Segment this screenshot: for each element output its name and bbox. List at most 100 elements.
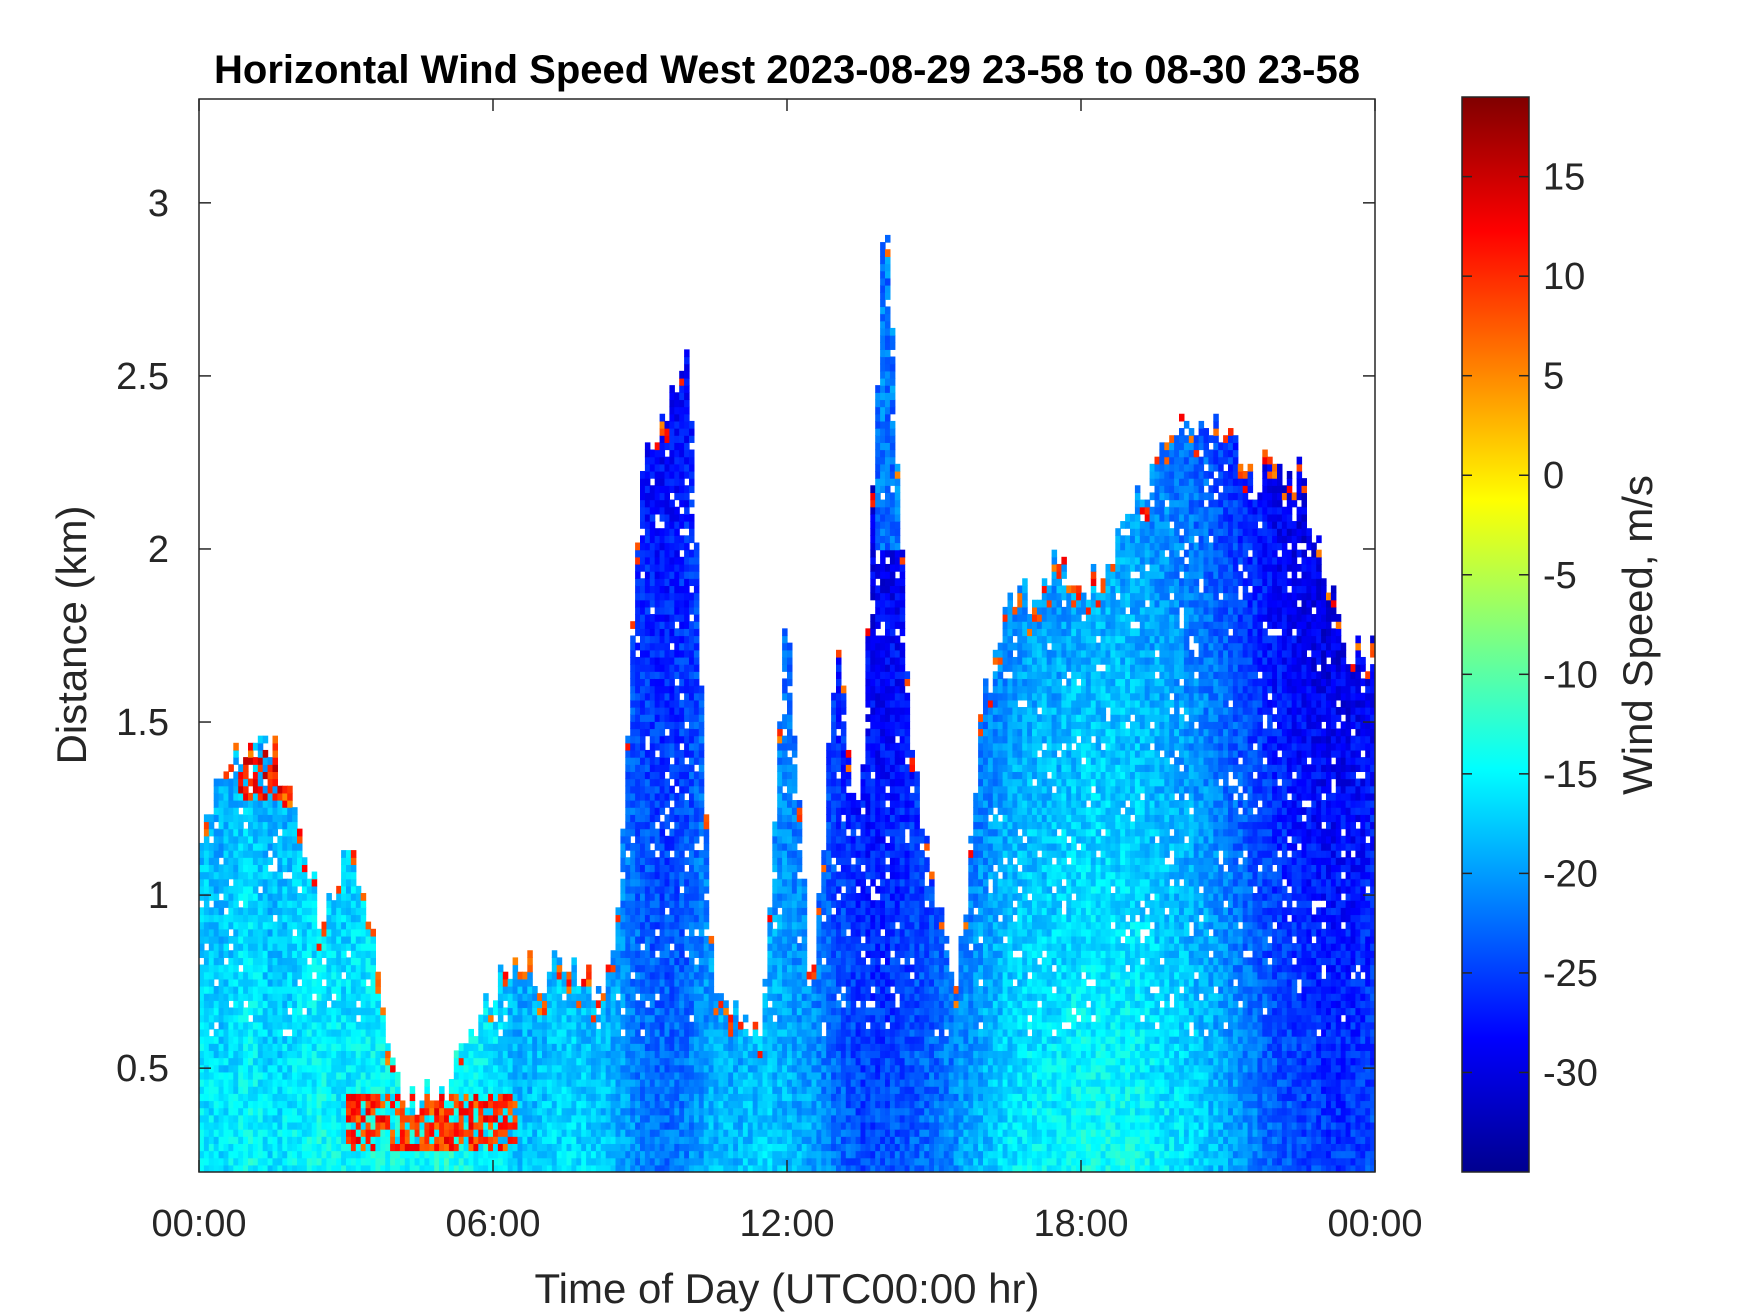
heatmap-cell: [640, 671, 646, 680]
heatmap-cell: [684, 1028, 690, 1037]
heatmap-cell: [649, 1064, 656, 1073]
heatmap-cell: [669, 1036, 675, 1044]
heatmap-cell: [586, 1043, 592, 1051]
heatmap-cell: [272, 957, 278, 966]
heatmap-cell: [292, 1028, 298, 1037]
heatmap-cell: [218, 1136, 225, 1144]
heatmap-cell: [723, 1150, 729, 1159]
heatmap-cell: [267, 757, 274, 765]
heatmap-cell: [669, 1057, 675, 1066]
heatmap-cell: [782, 792, 788, 801]
heatmap-cell: [336, 964, 342, 973]
heatmap-cell: [336, 1100, 342, 1109]
heatmap-cell: [679, 943, 685, 951]
heatmap-cell: [507, 978, 514, 987]
heatmap-cell: [791, 1000, 798, 1009]
heatmap-cell: [659, 1028, 666, 1037]
heatmap-cell: [698, 1079, 705, 1087]
heatmap-cell: [654, 1000, 661, 1009]
heatmap-cell: [213, 971, 220, 980]
heatmap-cell: [620, 1050, 626, 1059]
heatmap-cell: [733, 1021, 739, 1030]
heatmap-cell: [571, 957, 577, 966]
heatmap-cell: [551, 978, 558, 987]
heatmap-cell: [272, 878, 278, 887]
heatmap-cell: [664, 1150, 670, 1159]
heatmap-cell: [561, 978, 568, 987]
heatmap-cell: [453, 1086, 460, 1094]
heatmap-cell: [654, 1064, 661, 1073]
heatmap-cell: [238, 1014, 244, 1023]
heatmap-cell: [796, 1143, 803, 1152]
heatmap-cell: [630, 728, 636, 737]
heatmap-cell: [684, 1100, 690, 1109]
heatmap-cell: [640, 470, 646, 479]
heatmap-cell: [375, 1043, 381, 1051]
heatmap-cell: [649, 878, 656, 887]
heatmap-cell: [233, 771, 239, 780]
heatmap-cell: [252, 950, 259, 958]
heatmap-cell: [218, 1086, 225, 1094]
heatmap-cell: [659, 1000, 666, 1009]
heatmap-cell: [630, 850, 636, 858]
heatmap-cell: [679, 814, 685, 823]
heatmap-cell: [698, 735, 705, 744]
heatmap-cell: [630, 857, 636, 865]
heatmap-cell: [522, 1028, 528, 1037]
heatmap-cell: [199, 935, 205, 944]
heatmap-cell: [698, 807, 705, 815]
heatmap-cell: [659, 1129, 666, 1137]
heatmap-cell: [213, 1114, 220, 1123]
heatmap-cell: [654, 499, 661, 508]
heatmap-cell: [262, 1129, 269, 1137]
heatmap-cell: [738, 1021, 744, 1030]
heatmap-cell: [483, 1071, 489, 1080]
heatmap-cell: [703, 971, 710, 980]
heatmap-cell: [782, 1121, 788, 1130]
heatmap-cell: [674, 599, 680, 608]
heatmap-cell: [787, 671, 793, 680]
heatmap-cell: [350, 900, 357, 908]
heatmap-cell: [199, 842, 205, 851]
heatmap-cell: [679, 978, 685, 987]
heatmap-cell: [703, 978, 710, 987]
heatmap-cell: [468, 1143, 474, 1152]
heatmap-cell: [586, 1064, 592, 1073]
heatmap-cell: [556, 957, 563, 966]
heatmap-cell: [243, 1114, 249, 1123]
heatmap-cell: [424, 1143, 430, 1152]
heatmap-cell: [208, 885, 215, 894]
heatmap-cell: [316, 978, 323, 987]
heatmap-cell: [370, 1107, 376, 1116]
heatmap-cell: [331, 1157, 337, 1166]
heatmap-cell: [228, 1007, 234, 1016]
heatmap-cell: [370, 993, 376, 1001]
heatmap-cell: [679, 585, 685, 594]
heatmap-cell: [625, 1164, 631, 1172]
heatmap-cell: [791, 764, 798, 773]
heatmap-cell: [566, 1114, 572, 1123]
heatmap-cell: [635, 1021, 641, 1030]
heatmap-cell: [517, 1121, 523, 1130]
heatmap-cell: [483, 1114, 489, 1123]
heatmap-cell: [561, 1136, 568, 1144]
heatmap-cell: [782, 771, 788, 780]
heatmap-cell: [689, 428, 695, 436]
heatmap-cell: [213, 1014, 220, 1023]
heatmap-cell: [610, 1114, 617, 1123]
heatmap-cell: [782, 893, 788, 901]
heatmap-cell: [693, 642, 700, 651]
heatmap-cell: [640, 1157, 646, 1166]
heatmap-cell: [772, 1028, 778, 1037]
heatmap-cell: [360, 1079, 367, 1087]
heatmap-cell: [321, 993, 327, 1001]
heatmap-cell: [297, 1086, 303, 1094]
heatmap-cell: [257, 835, 264, 844]
heatmap-cell: [674, 606, 680, 615]
heatmap-cell: [287, 1164, 293, 1172]
heatmap-cell: [551, 1050, 558, 1059]
heatmap-cell: [375, 1064, 381, 1073]
heatmap-cell: [708, 964, 715, 973]
heatmap-cell: [297, 1057, 303, 1066]
heatmap-cell: [321, 1107, 327, 1116]
